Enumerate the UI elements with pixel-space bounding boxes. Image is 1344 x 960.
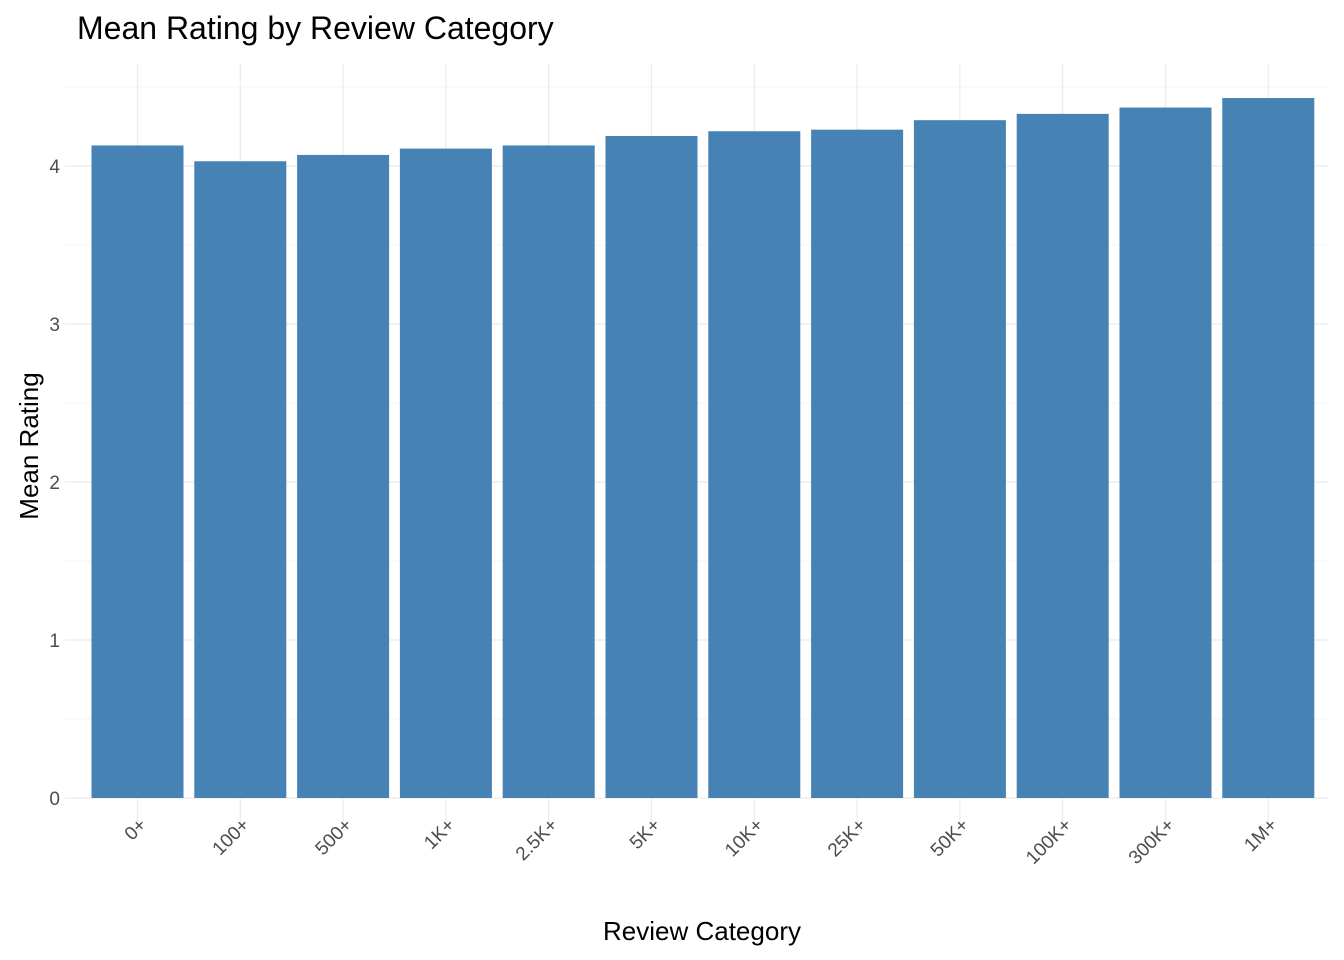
- bar-300K+: [1119, 107, 1212, 799]
- bar-5K+: [605, 135, 698, 799]
- bar-1M+: [1222, 98, 1315, 798]
- y-axis-title: Mean Rating: [14, 372, 44, 519]
- x-tick-label: 100K+: [1022, 815, 1076, 869]
- x-axis-ticks: 0+ 100+ 500+ 1K+ 2.5K+ 5K+ 10K+ 25K+ 50K+ 100K+ 30…: [121, 815, 1282, 869]
- chart-title: Mean Rating by Review Category: [77, 10, 554, 46]
- x-tick-label: 5K+: [626, 815, 665, 854]
- x-tick-label: 1K+: [420, 815, 459, 854]
- bar-50K+: [913, 120, 1006, 799]
- y-tick-label: 0: [49, 789, 60, 810]
- x-tick-label: 500+: [312, 815, 357, 860]
- bar-100+: [194, 161, 287, 798]
- x-tick-label: 0+: [121, 815, 151, 845]
- y-tick-label: 4: [49, 157, 60, 178]
- x-axis-title: Review Category: [603, 916, 801, 946]
- x-tick-label: 10K+: [721, 815, 768, 862]
- bar-0+: [91, 145, 184, 798]
- bar-100K+: [1016, 113, 1109, 799]
- bar-2.5K+: [502, 145, 595, 798]
- x-tick-label: 100+: [209, 815, 254, 860]
- y-tick-label: 1: [49, 631, 60, 652]
- y-tick-label: 3: [49, 315, 60, 336]
- x-tick-label: 25K+: [824, 815, 871, 862]
- bars-layer: [91, 98, 1315, 799]
- bar-1K+: [399, 148, 492, 798]
- x-tick-label: 300K+: [1125, 815, 1179, 869]
- x-tick-label: 1M+: [1240, 815, 1281, 856]
- y-tick-label: 2: [49, 473, 60, 494]
- x-tick-label: 2.5K+: [512, 815, 562, 865]
- bar-500+: [297, 154, 390, 798]
- bar-25K+: [811, 129, 904, 798]
- y-axis-ticks: 0 1 2 3 4: [49, 157, 60, 810]
- x-tick-label: 50K+: [927, 815, 974, 862]
- bar-10K+: [708, 131, 801, 799]
